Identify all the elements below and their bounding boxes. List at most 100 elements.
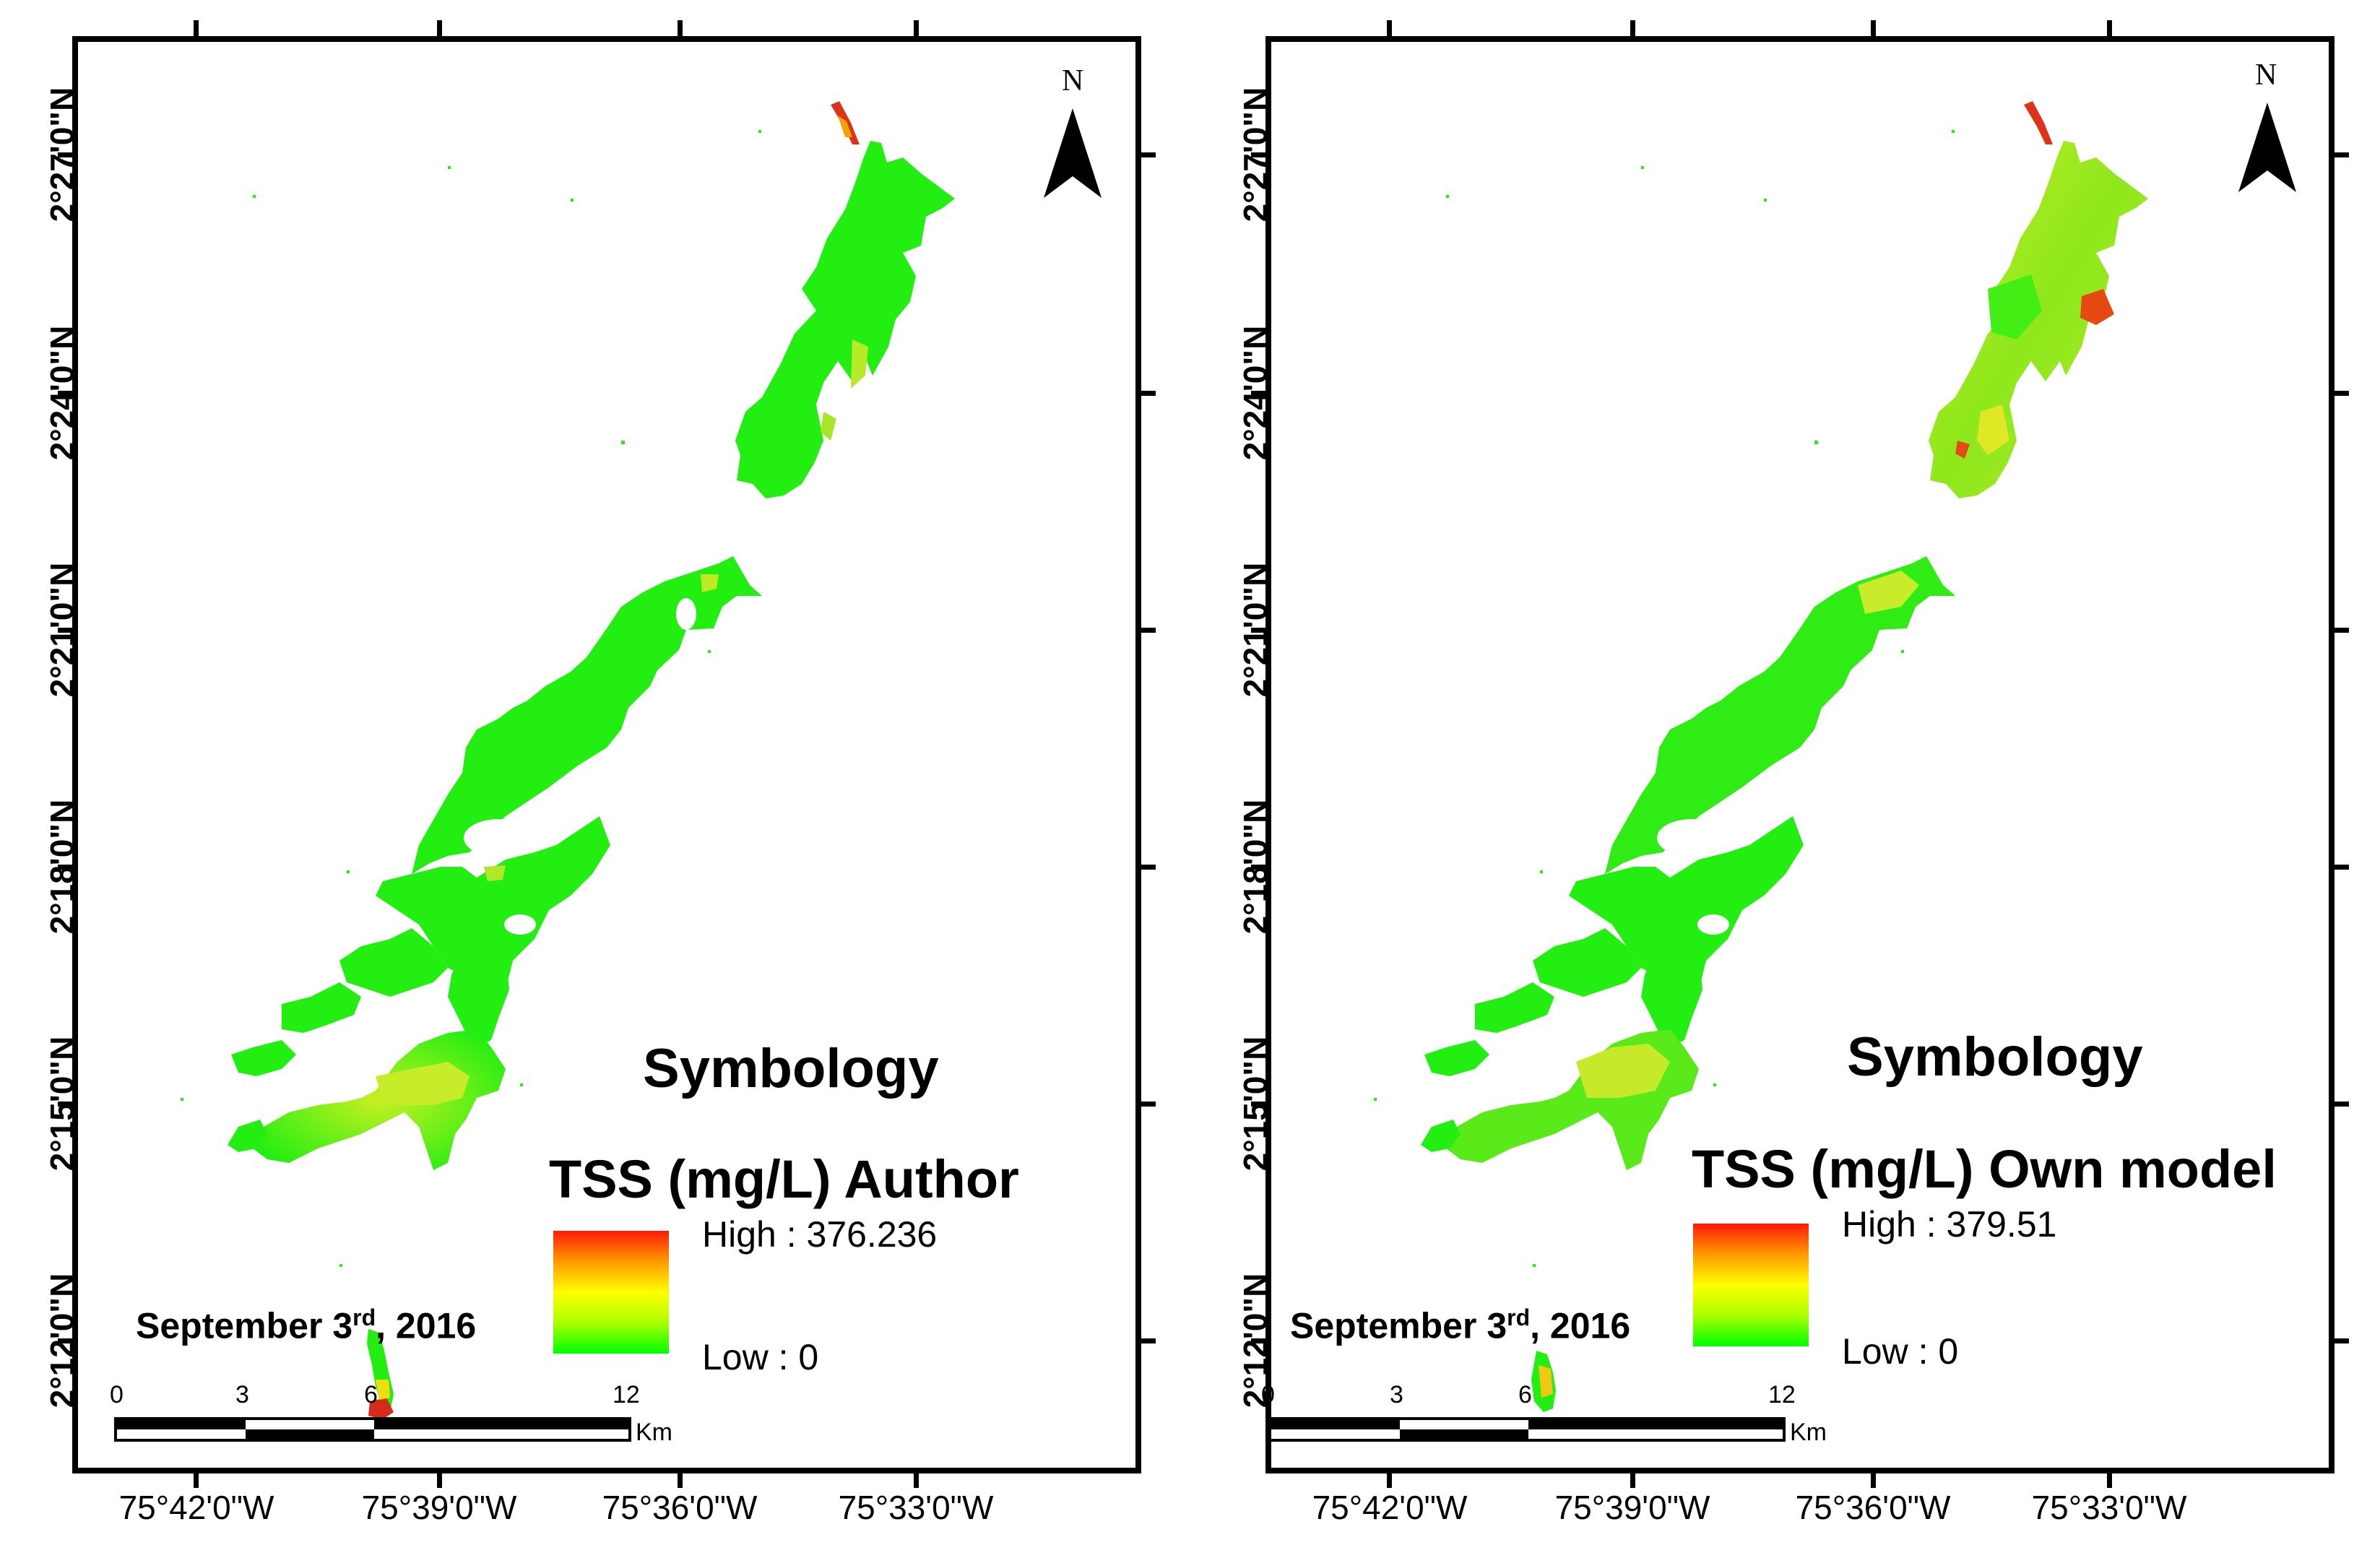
tick <box>1141 391 1156 396</box>
scale-label: 6 <box>364 1381 378 1408</box>
sediment-patch <box>376 1062 469 1105</box>
scale-label: 3 <box>1390 1381 1403 1408</box>
sediment-patch <box>1955 441 1970 459</box>
tick <box>58 1338 72 1343</box>
water-body-south <box>1641 939 1702 1047</box>
water-body-central <box>1569 816 1804 1004</box>
legend-variable-title: TSS (mg/L) Author <box>549 1149 1019 1209</box>
legend-low-label: Low : 0 <box>1842 1331 1959 1372</box>
tick <box>58 152 72 157</box>
legend-low-label: Low : 0 <box>702 1337 819 1377</box>
tick <box>914 1473 919 1488</box>
tick <box>2334 865 2349 870</box>
map-date: September 3rd, 2016 <box>1290 1304 1631 1346</box>
tick <box>1251 1338 1265 1343</box>
sediment-patch <box>1576 1044 1670 1098</box>
island <box>504 914 536 935</box>
scale-unit: Km <box>1790 1419 1827 1446</box>
tick <box>1251 391 1265 396</box>
tick <box>1871 20 1876 36</box>
water-body-tail <box>1421 1120 1461 1152</box>
tick <box>1871 1473 1876 1488</box>
legend-high-label: High : 379.51 <box>1842 1204 2057 1245</box>
scale-label: 0 <box>110 1381 124 1408</box>
water-body-central <box>376 816 610 1004</box>
tick <box>1141 628 1156 633</box>
water-body-central <box>1475 982 1554 1033</box>
legend-variable-title: TSS (mg/L) Own model <box>1692 1139 2277 1199</box>
tick <box>1141 1102 1156 1107</box>
tick <box>1251 628 1265 633</box>
legend-color-ramp <box>553 1231 669 1354</box>
sediment-patch <box>821 412 836 441</box>
water-body-north <box>735 141 955 498</box>
water-body-central <box>339 928 448 997</box>
map-panel-author: 2°27'0"N 2°24'0"N 2°21'0"N 2°18'0"N 2°15… <box>0 0 1185 1545</box>
tick <box>914 20 919 36</box>
legend-color-ramp <box>1693 1224 1809 1346</box>
water-body-north <box>1929 141 2148 498</box>
island <box>464 819 533 857</box>
tick <box>58 1102 72 1107</box>
water-body-central <box>1533 928 1641 997</box>
tick <box>2334 1102 2349 1107</box>
map-date: September 3rd, 2016 <box>136 1304 477 1346</box>
tick <box>1251 865 1265 870</box>
island <box>676 598 696 630</box>
scale-label: 6 <box>1518 1381 1532 1408</box>
tick <box>2334 152 2349 157</box>
tick <box>1251 1102 1265 1107</box>
legend-heading: Symbology <box>643 1038 939 1099</box>
tick <box>1387 20 1392 36</box>
longitude-label: 75°36'0"W <box>602 1489 758 1526</box>
tick <box>1141 152 1156 157</box>
longitude-label: 75°39'0"W <box>1554 1489 1710 1526</box>
tick <box>58 865 72 870</box>
north-arrow-label: N <box>2255 59 2277 92</box>
scattered-pixels <box>181 130 761 1267</box>
tick <box>1387 1473 1392 1488</box>
tick <box>2334 391 2349 396</box>
sediment-patch <box>1977 404 2009 455</box>
tick <box>1141 1338 1156 1343</box>
tick <box>2334 1338 2349 1343</box>
water-body-central <box>1605 556 1955 874</box>
north-arrow-icon <box>2238 103 2296 192</box>
longitude-label: 75°33'0"W <box>838 1489 994 1526</box>
water-body-tail <box>228 1120 267 1152</box>
tick <box>1630 20 1635 36</box>
scale-label: 0 <box>1261 1381 1275 1408</box>
sediment-patch <box>368 1398 394 1419</box>
sediment-patch <box>1988 274 2042 339</box>
longitude-label: 75°42'0"W <box>118 1489 274 1526</box>
water-body-central <box>1424 1040 1489 1076</box>
sediment-patch <box>2024 101 2053 144</box>
tss-map <box>1374 101 2148 1412</box>
legend-heading: Symbology <box>1847 1026 2143 1088</box>
sediment-patch <box>851 339 868 389</box>
tick <box>2107 1473 2112 1488</box>
sediment-patch <box>484 865 506 881</box>
tick <box>437 1473 442 1488</box>
tick <box>678 1473 683 1488</box>
sediment-patch <box>1858 571 1919 614</box>
tick <box>194 1473 199 1488</box>
sediment-patch <box>838 116 852 137</box>
tick <box>1630 1473 1635 1488</box>
longitude-label: 75°42'0"W <box>1312 1489 1468 1526</box>
sediment-patch <box>2080 289 2114 325</box>
scale-label: 3 <box>235 1381 249 1408</box>
scale-label: 12 <box>1768 1381 1796 1408</box>
scale-label: 12 <box>613 1381 640 1408</box>
tick <box>194 20 199 36</box>
scale-unit: Km <box>636 1419 672 1446</box>
tick <box>58 628 72 633</box>
water-body-central <box>412 556 762 874</box>
sediment-patch <box>701 574 719 592</box>
north-arrow-label: N <box>1062 64 1084 98</box>
legend-high-label: High : 376.236 <box>702 1214 938 1255</box>
island <box>1657 819 1726 857</box>
tick <box>1251 152 1265 157</box>
sediment-patch <box>376 1380 390 1400</box>
water-body-central <box>231 1040 296 1076</box>
